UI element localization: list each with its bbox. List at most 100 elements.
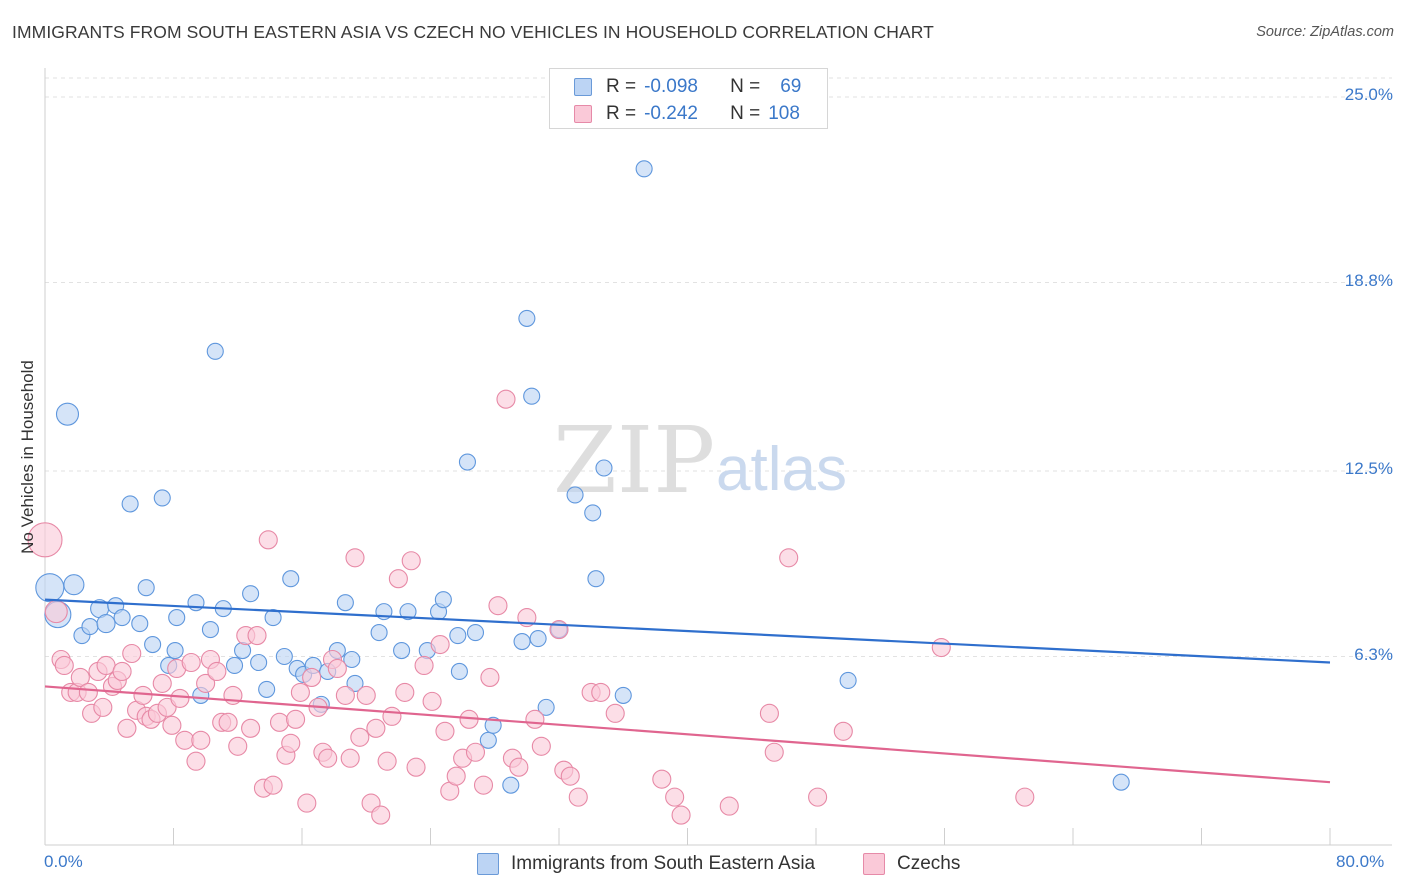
legend-swatch-sea (574, 78, 592, 96)
data-point (170, 688, 190, 708)
y-tick-label: 12.5% (1344, 459, 1393, 478)
data-point (168, 609, 186, 627)
data-point (117, 718, 137, 738)
data-point (191, 730, 211, 750)
data-point (93, 697, 113, 717)
data-point (250, 653, 268, 672)
trend-lines (44, 598, 1331, 784)
data-point (422, 691, 442, 711)
data-point (465, 742, 486, 762)
data-point (652, 769, 672, 789)
data-point (537, 698, 555, 716)
data-point (605, 703, 625, 723)
y-tick-label: 25.0% (1344, 85, 1393, 104)
y-tick-label: 18.8% (1344, 270, 1393, 290)
data-point (414, 655, 434, 676)
data-point (518, 309, 536, 327)
data-point (78, 682, 98, 702)
data-point (228, 736, 248, 756)
data-point (302, 667, 322, 687)
data-point (1015, 787, 1035, 807)
data-point (186, 751, 206, 771)
data-point (286, 709, 306, 729)
x-tick-label-min: 0.0% (44, 852, 83, 871)
bottom-legend-swatch-sea (477, 853, 499, 875)
data-point (346, 674, 364, 692)
data-point (458, 453, 476, 471)
data-point (591, 682, 611, 702)
data-point (399, 603, 417, 621)
data-point (131, 615, 149, 633)
data-point (54, 655, 74, 676)
legend-swatch-czech (574, 105, 592, 123)
data-point (406, 757, 426, 777)
data-point (473, 775, 494, 795)
data-point (343, 650, 361, 669)
data-point (430, 634, 450, 655)
data-point (371, 805, 391, 825)
data-point (513, 632, 531, 651)
data-point (479, 731, 497, 749)
legend-n-label: N = (730, 76, 761, 97)
bottom-legend-swatch-czech (863, 853, 885, 875)
data-point (335, 685, 355, 705)
data-point (263, 775, 283, 795)
data-point (595, 459, 613, 477)
data-point (480, 667, 500, 687)
data-point (502, 776, 520, 794)
data-point (281, 733, 301, 753)
data-point (242, 585, 260, 603)
data-point (153, 489, 171, 507)
data-point (393, 641, 411, 660)
data-point (401, 551, 421, 571)
legend-r-label: R = (606, 76, 637, 97)
data-point (395, 682, 415, 702)
data-point (779, 548, 799, 568)
data-point (614, 686, 632, 704)
watermark-atlas: atlas (716, 435, 847, 504)
data-point (549, 620, 569, 640)
data-point (96, 614, 116, 634)
data-point (258, 680, 276, 698)
data-point (27, 522, 63, 558)
data-point (671, 805, 691, 825)
data-point (121, 495, 139, 513)
legend-r-value: -0.242 (644, 103, 698, 124)
stats-legend: R = -0.098 N = 69 R = -0.242 N = 108 (549, 68, 828, 129)
data-point (523, 387, 541, 405)
data-point (63, 574, 85, 596)
data-point (218, 712, 238, 732)
data-point (112, 661, 132, 682)
data-point (759, 703, 779, 723)
data-point (35, 573, 65, 603)
data-point (275, 647, 293, 666)
watermark: ZIP atlas (553, 407, 847, 514)
data-point (931, 637, 951, 658)
data-point (152, 673, 172, 693)
data-point (166, 641, 184, 660)
data-point (247, 626, 267, 646)
data-point (377, 751, 397, 771)
data-point (446, 766, 466, 786)
source-label: Source: ZipAtlas.com (1256, 24, 1394, 40)
data-point (525, 709, 545, 729)
data-point (435, 721, 455, 741)
y-axis-label: No Vehicles in Household (18, 360, 37, 554)
bottom-legend-label-czech: Czechs (897, 853, 961, 874)
legend-row-czech: R = -0.242 N = 108 (574, 102, 800, 126)
data-point (488, 596, 508, 616)
legend-r-value: -0.098 (644, 76, 698, 97)
data-point (144, 635, 162, 654)
series-czech-points (27, 389, 1035, 825)
data-point (560, 766, 580, 786)
data-point (529, 630, 547, 648)
legend-n-value: 108 (768, 103, 800, 124)
data-point (137, 579, 155, 597)
axes (44, 68, 1392, 846)
data-point (181, 652, 201, 673)
data-point (241, 718, 261, 738)
bottom-legend-sea: Immigrants from South Eastern Asia (477, 851, 815, 877)
data-point (336, 594, 354, 612)
data-point (1112, 773, 1130, 791)
y-tick-label: 6.3% (1354, 644, 1393, 664)
